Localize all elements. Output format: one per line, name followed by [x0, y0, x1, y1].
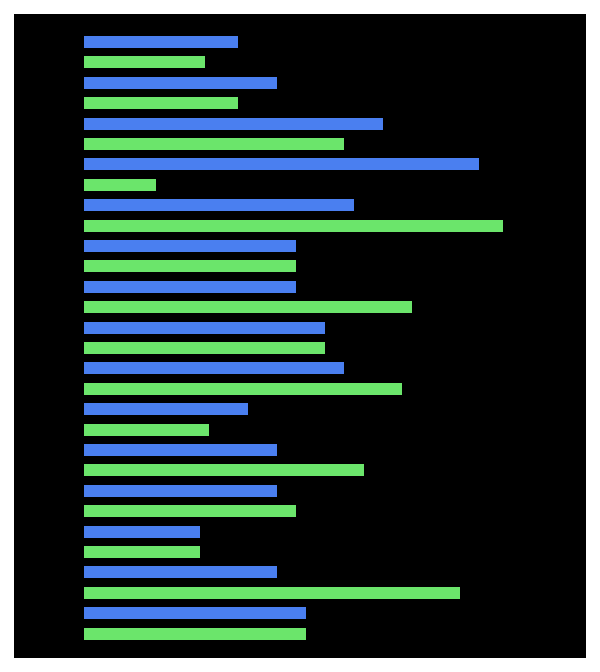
- bar-2: [84, 77, 277, 89]
- bar-26: [84, 566, 277, 578]
- bar-24: [84, 526, 200, 538]
- bar-11: [84, 260, 296, 272]
- bar-17: [84, 383, 402, 395]
- bar-25: [84, 546, 200, 558]
- chart-panel: [14, 14, 586, 658]
- bar-8: [84, 199, 354, 211]
- bar-23: [84, 505, 296, 517]
- chart-frame: [0, 0, 600, 672]
- bar-chart: [14, 14, 586, 658]
- bar-6: [84, 158, 479, 170]
- bar-15: [84, 342, 325, 354]
- bar-0: [84, 36, 238, 48]
- bar-13: [84, 301, 412, 313]
- bar-10: [84, 240, 296, 252]
- bar-1: [84, 56, 205, 68]
- bar-21: [84, 464, 364, 476]
- bar-19: [84, 424, 209, 436]
- bar-16: [84, 362, 344, 374]
- bar-3: [84, 97, 238, 109]
- bar-28: [84, 607, 306, 619]
- bar-4: [84, 118, 383, 130]
- bar-20: [84, 444, 277, 456]
- bar-5: [84, 138, 344, 150]
- bar-29: [84, 628, 306, 640]
- bar-14: [84, 322, 325, 334]
- bar-22: [84, 485, 277, 497]
- bar-12: [84, 281, 296, 293]
- bar-7: [84, 179, 156, 191]
- bar-18: [84, 403, 248, 415]
- bar-27: [84, 587, 460, 599]
- bar-9: [84, 220, 503, 232]
